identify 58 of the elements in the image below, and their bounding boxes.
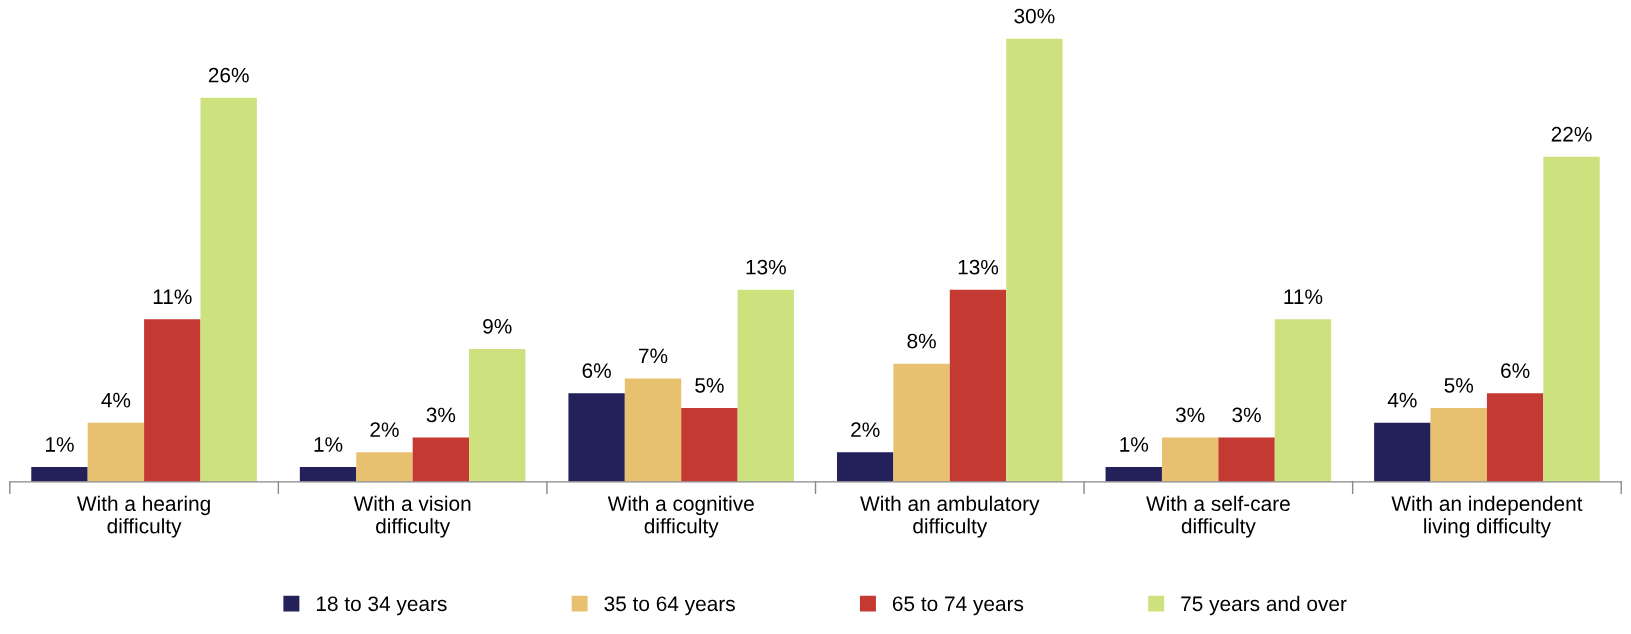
data-label: 13%: [746, 259, 786, 275]
legend-label: 65 to 74 years: [892, 596, 1024, 616]
data-label: 26%: [208, 67, 249, 83]
bar: [836, 452, 894, 482]
x-tick-label: With an ambulatory difficulty: [860, 495, 1040, 538]
x-tick-label: With a hearing difficulty: [77, 495, 210, 538]
bar: [412, 437, 470, 482]
data-label: 3%: [1232, 407, 1261, 423]
bar: [144, 319, 201, 482]
data-label: 2%: [370, 422, 399, 437]
legend-label: 75 years and over: [1181, 595, 1347, 616]
bar: [469, 348, 526, 482]
data-label: 5%: [695, 378, 724, 393]
bar: [1218, 437, 1275, 482]
bar: [200, 97, 257, 482]
bar: [1430, 407, 1487, 482]
legend-label: 18 to 34 years: [316, 596, 447, 616]
x-tick-label: With a self-care difficulty: [1146, 495, 1290, 538]
bar: [87, 422, 145, 482]
bar: [681, 407, 738, 482]
bar: [893, 363, 950, 482]
data-label: 7%: [639, 348, 668, 364]
data-label: 5%: [1444, 378, 1474, 393]
x-tick-label: With an independent living difficulty: [1391, 495, 1583, 538]
data-label: 11%: [153, 289, 192, 305]
data-label: 4%: [1387, 392, 1417, 408]
data-label: 22%: [1551, 126, 1592, 142]
bar: [949, 289, 1007, 482]
data-label: 9%: [483, 318, 512, 334]
bar: [568, 393, 625, 482]
bar: [1006, 38, 1063, 482]
data-label: 1%: [1120, 437, 1149, 452]
bar: [1161, 437, 1219, 482]
data-label: 6%: [1501, 363, 1530, 378]
bar: [1486, 393, 1544, 482]
bar: [356, 452, 413, 482]
x-tick-label: With a cognitive difficulty: [607, 495, 754, 538]
data-label: 2%: [851, 422, 880, 437]
data-label: 13%: [958, 259, 999, 275]
data-label: 1%: [314, 437, 343, 452]
data-label: 1%: [46, 437, 74, 452]
bar: [1543, 156, 1600, 482]
data-label: 3%: [426, 407, 456, 423]
data-label: 11%: [1284, 289, 1323, 305]
data-label: 4%: [101, 392, 131, 408]
legend-label: 35 to 64 years: [604, 596, 735, 616]
bar: [1105, 467, 1162, 482]
bar: [31, 467, 88, 482]
bar: [624, 378, 682, 482]
bar: [737, 289, 795, 482]
bar: [299, 467, 357, 482]
bar: [1374, 422, 1431, 482]
x-tick-label: With a vision difficulty: [353, 495, 471, 538]
data-label: 3%: [1175, 407, 1205, 423]
data-label: 30%: [1014, 8, 1055, 24]
data-label: 6%: [582, 363, 611, 378]
data-label: 8%: [907, 333, 936, 349]
bar: [1274, 319, 1332, 482]
